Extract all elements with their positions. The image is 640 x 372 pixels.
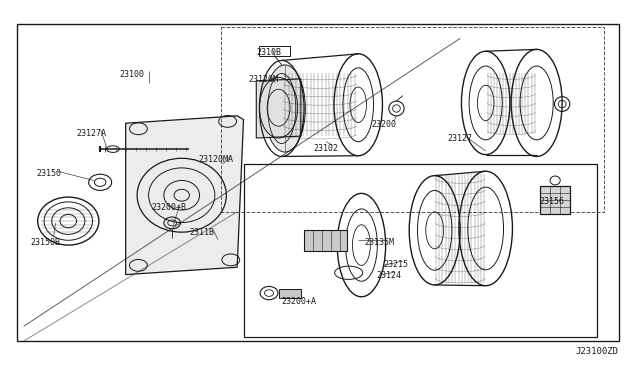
Polygon shape (125, 116, 244, 275)
Text: 2310B: 2310B (256, 48, 281, 57)
Bar (278, 289, 301, 298)
Text: 23200+A: 23200+A (282, 297, 317, 306)
Bar (17, 23, 620, 341)
Text: 23100: 23100 (119, 70, 144, 79)
Text: 23135M: 23135M (365, 238, 395, 247)
Text: 23200: 23200 (371, 119, 396, 129)
Bar (221, 27, 604, 212)
Polygon shape (256, 79, 301, 138)
Text: 23150: 23150 (36, 169, 61, 179)
Bar (540, 186, 570, 214)
Text: 23127: 23127 (447, 134, 472, 143)
Text: 23120MA: 23120MA (199, 155, 234, 164)
Ellipse shape (264, 65, 305, 152)
Text: 23200+B: 23200+B (151, 203, 186, 212)
Text: J23100ZD: J23100ZD (575, 347, 618, 356)
Bar (244, 164, 597, 337)
Bar (304, 230, 348, 251)
Text: 2315OB: 2315OB (30, 238, 60, 247)
Text: 23124: 23124 (376, 271, 401, 280)
Text: 23156: 23156 (540, 197, 565, 206)
Text: 2311B: 2311B (189, 228, 214, 237)
Text: 23102: 23102 (314, 144, 339, 153)
Text: 23120M: 23120M (248, 75, 278, 84)
Text: 23127A: 23127A (77, 129, 107, 138)
Text: 23215: 23215 (384, 260, 409, 269)
Bar (259, 46, 290, 56)
